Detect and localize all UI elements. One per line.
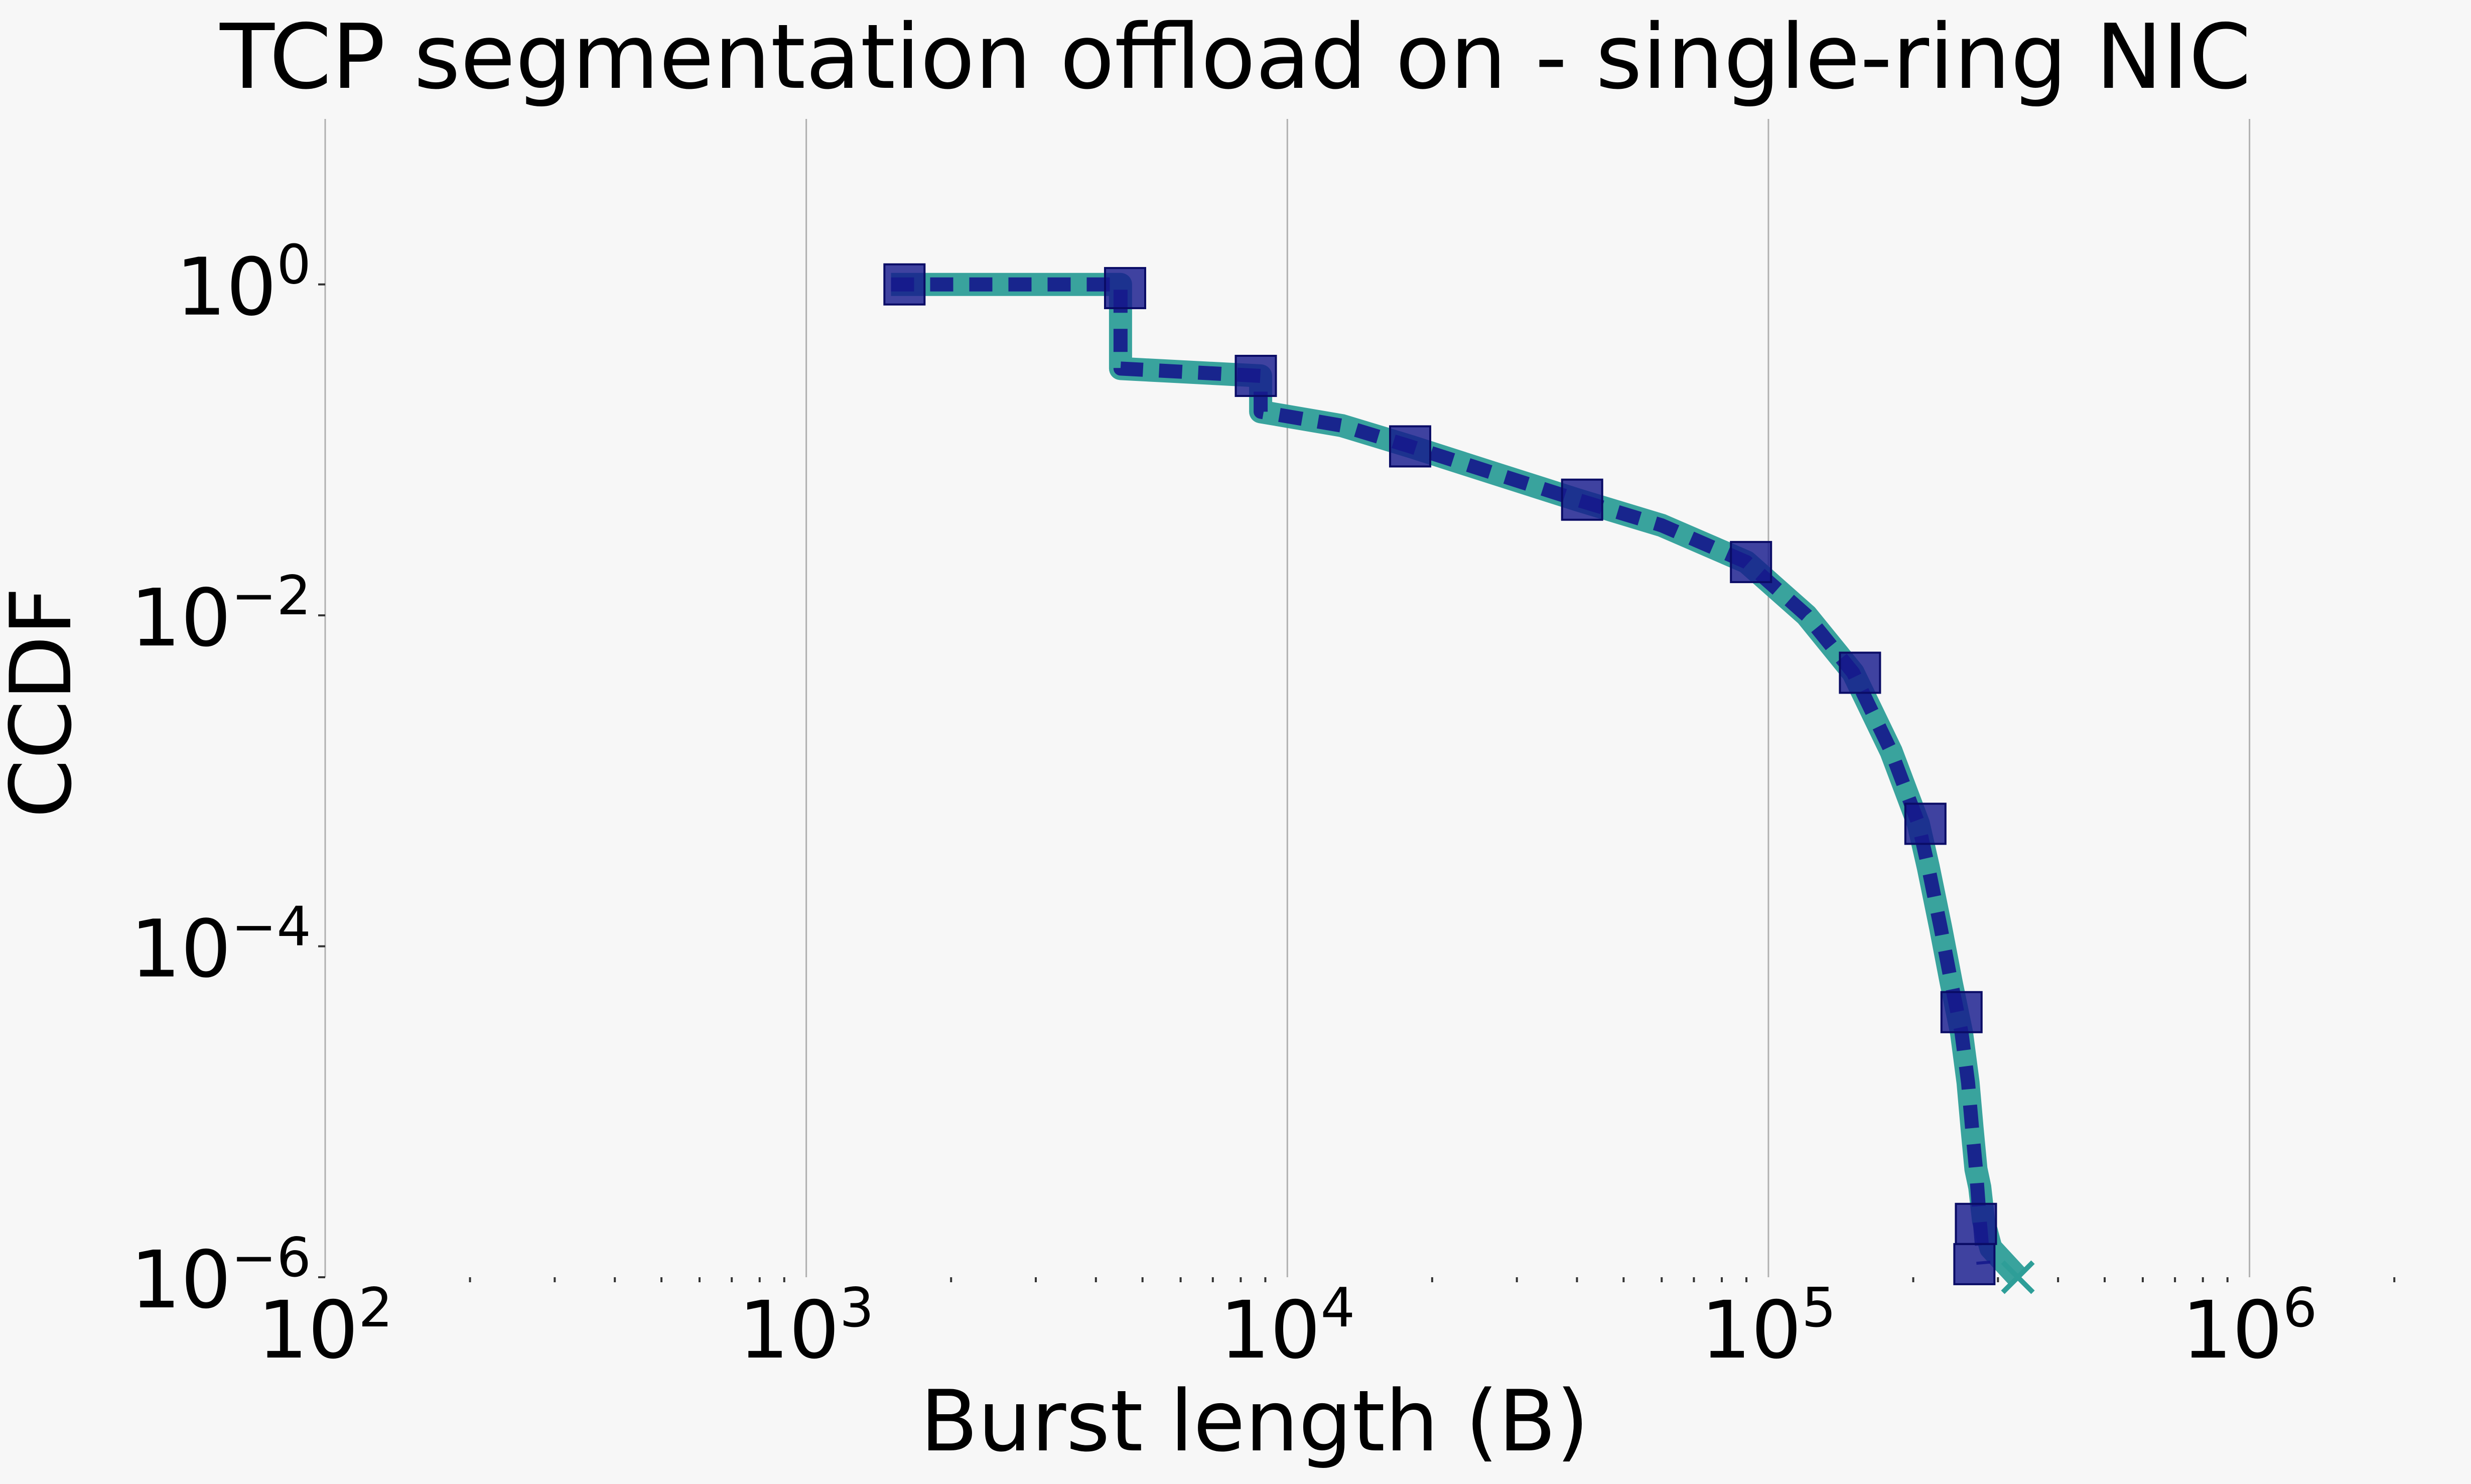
series-navy-square-marker [1730,541,1772,583]
x-tick-label: 104 [1219,1277,1355,1377]
series-navy-square-marker [1561,478,1603,521]
series-navy-square-marker [1389,425,1432,468]
series-navy-square-marker [1839,651,1881,694]
y-tick-label: 10−2 [130,565,311,664]
x-tick-labels: 102 103 104 105 106 [257,1277,2317,1377]
y-tick-labels: 100 10−2 10−4 10−6 [130,234,325,1326]
series-navy-square-marker [1104,267,1147,310]
x-tick-label: 103 [739,1277,874,1377]
y-tick-label: 10−6 [130,1227,311,1326]
x-tick-label: 105 [1701,1277,1836,1377]
series-navy-square-marker [1953,1243,1996,1285]
y-tick-label: 10−4 [130,896,311,996]
series-navy-square-marker [1940,991,1983,1033]
x-tick-label: 102 [257,1277,393,1377]
series-layer [883,263,2035,1294]
y-axis-label: CCDF [0,587,90,819]
series-navy-square-marker [883,263,926,306]
x-tick-label: 106 [2182,1277,2317,1377]
series-navy-square-marker [1955,1202,1997,1245]
series-navy-square-marker [1234,354,1277,397]
chart-title: TCP segmentation offload on - single-rin… [219,5,2251,109]
x-gridlines [324,119,2251,1277]
x-axis-label: Burst length (B) [920,1372,1589,1470]
series-teal-end-marker [2001,1260,2035,1294]
series-navy-dashed-line [891,277,1991,1265]
x-minor-ticks [469,1277,2396,1282]
y-tick-label: 100 [176,234,311,334]
series-navy-square-marker [1904,802,1947,845]
